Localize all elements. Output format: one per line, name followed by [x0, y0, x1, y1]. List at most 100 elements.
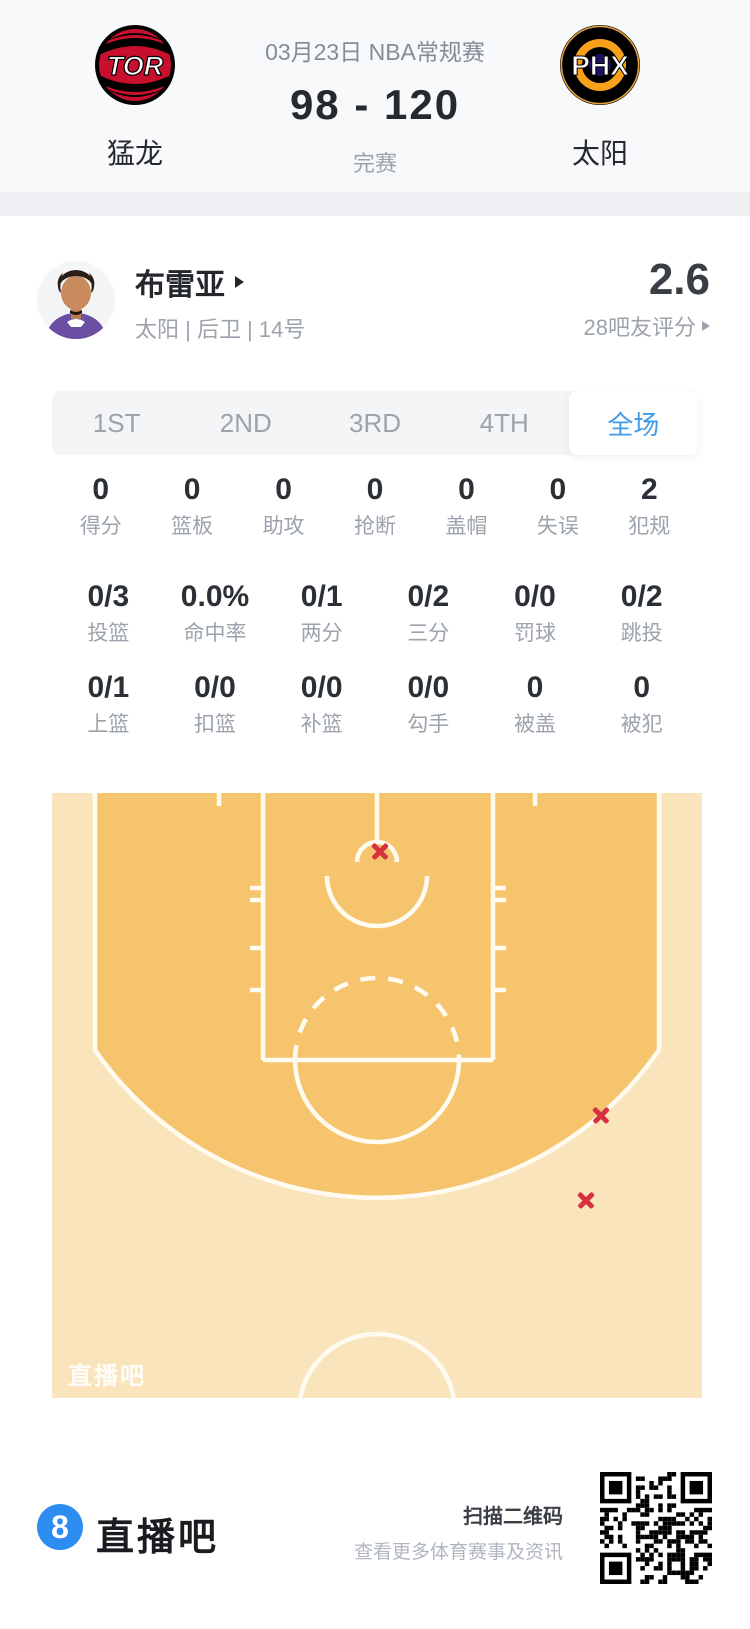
missed-shot-marker — [592, 1106, 610, 1124]
stat-label: 抢断 — [353, 515, 396, 538]
stat-cell: 2 犯规 — [604, 472, 695, 540]
stat-label: 得分 — [79, 515, 122, 538]
stat-cell: 0 盖帽 — [421, 472, 512, 540]
quarter-tab[interactable]: 2ND — [219, 407, 272, 438]
stat-cell: 0/0 扣篮 — [162, 670, 269, 738]
quarter-tab[interactable]: 4TH — [479, 407, 529, 438]
stat-cell: 0 被犯 — [588, 670, 695, 738]
quarter-tab[interactable]: 3RD — [348, 407, 401, 438]
stat-cell: 0 助攻 — [238, 472, 329, 540]
stat-cell: 0.0% 命中率 — [162, 579, 269, 647]
team-away-name: 太阳 — [571, 138, 628, 169]
team-home-name: 猛龙 — [106, 138, 163, 169]
stat-label: 被犯 — [620, 713, 663, 736]
stat-label: 犯规 — [628, 515, 671, 538]
game-score: 98 - 120 — [289, 81, 461, 128]
stat-value: 0 — [92, 473, 110, 506]
svg-text:PHX: PHX — [571, 50, 629, 81]
chevron-right-icon — [702, 321, 710, 331]
quarter-tab[interactable]: 全场 — [568, 391, 698, 455]
stat-label: 被盖 — [513, 713, 556, 736]
stat-label: 命中率 — [183, 622, 247, 645]
game-date: 03月23日 NBA常规赛 — [265, 39, 485, 65]
stat-value: 0/2 — [620, 580, 663, 613]
stat-label: 罚球 — [513, 622, 556, 645]
stat-value: 2 — [640, 473, 658, 506]
stat-cell: 0 失误 — [512, 472, 603, 540]
stat-cell: 0/0 罚球 — [482, 579, 589, 647]
player-name: 布雷亚 — [135, 269, 225, 302]
stat-cell: 0/1 上篮 — [55, 670, 162, 738]
stat-label: 勾手 — [407, 713, 450, 736]
missed-shot-marker — [577, 1191, 595, 1209]
stat-cell: 0 篮板 — [146, 472, 237, 540]
stat-cell: 0/3 投篮 — [55, 579, 162, 647]
footer-brand: 直播吧 — [96, 1517, 220, 1559]
stat-label: 失误 — [536, 515, 579, 538]
stat-cell: 0/1 两分 — [268, 579, 375, 647]
stat-label: 跳投 — [620, 622, 663, 645]
qr-code — [600, 1472, 712, 1584]
stat-cell: 0 抢断 — [329, 472, 420, 540]
missed-shot-marker — [371, 842, 389, 860]
stat-value: 0 — [275, 473, 292, 506]
suns-logo-icon: PHX — [560, 25, 640, 105]
game-status: 完赛 — [352, 151, 397, 176]
rating-block[interactable]: 2.6 28吧友评分 — [584, 256, 710, 342]
game-summary: 03月23日 NBA常规赛 98 - 120 完赛 — [215, 0, 535, 178]
stat-cell: 0/2 三分 — [375, 579, 482, 647]
stat-value: 0/1 — [87, 671, 130, 704]
stat-label: 盖帽 — [445, 515, 488, 538]
stat-row-main: 0 得分 0 篮板 0 助攻 0 抢断 0 盖帽 — [55, 472, 695, 540]
raptors-logo-icon: TOR — [95, 25, 175, 105]
stat-cell: 0/2 跳投 — [588, 579, 695, 647]
stat-cell: 0 被盖 — [482, 670, 589, 738]
stat-value: 0 — [526, 671, 544, 704]
stat-value: 0/0 — [407, 671, 450, 704]
qr-caption: 扫描二维码 查看更多体育赛事及资讯 — [354, 1500, 563, 1564]
stat-value: 0/0 — [300, 671, 343, 704]
player-avatar[interactable] — [37, 261, 115, 339]
basketball-court — [52, 793, 702, 1398]
rating-value: 2.6 — [648, 255, 710, 304]
rating-label: 28吧友评分 — [583, 315, 696, 340]
team-away[interactable]: PHX 太阳 — [520, 25, 680, 172]
stat-cell: 0/0 勾手 — [375, 670, 482, 738]
stat-label: 投篮 — [87, 622, 130, 645]
stat-label: 上篮 — [87, 713, 130, 736]
stat-label: 补篮 — [300, 713, 343, 736]
stat-value: 0/0 — [194, 671, 236, 704]
stat-label: 扣篮 — [193, 713, 236, 736]
section-divider — [0, 192, 750, 216]
stat-value: 0 — [633, 671, 650, 704]
team-home[interactable]: TOR 猛龙 — [55, 25, 215, 172]
stat-label: 篮板 — [171, 515, 214, 538]
stat-value: 0 — [458, 473, 475, 506]
stat-label: 两分 — [300, 622, 343, 645]
stat-value: 0/2 — [407, 580, 450, 613]
stat-row-shooting: 0/3 投篮 0.0% 命中率 0/1 两分 0/2 三分 0/0 罚球 — [55, 579, 695, 647]
stat-row-shot-types: 0/1 上篮 0/0 扣篮 0/0 补篮 0/0 勾手 0 被盖 — [55, 670, 695, 738]
court-watermark: 直播吧 — [68, 1363, 146, 1390]
stat-value: 0/3 — [87, 580, 130, 613]
zhibo8-logo-icon: 8 — [37, 1504, 83, 1550]
qr-subtitle: 查看更多体育赛事及资讯 — [353, 1542, 563, 1563]
stat-value: 0 — [366, 473, 384, 506]
stat-value: 0 — [549, 473, 567, 506]
stat-label: 三分 — [407, 622, 450, 645]
svg-text:TOR: TOR — [107, 51, 164, 81]
stat-label: 助攻 — [262, 515, 305, 538]
stat-value: 0/1 — [300, 580, 343, 613]
stat-value: 0 — [183, 473, 201, 506]
chevron-right-icon — [235, 276, 244, 288]
stat-value: 0/0 — [514, 580, 556, 613]
scoreboard: TOR 猛龙 03月23日 NBA常规赛 98 - 120 完赛 PHX 太阳 — [0, 0, 750, 192]
stat-cell: 0 得分 — [55, 472, 146, 540]
player-name-row[interactable]: 布雷亚 — [135, 264, 244, 302]
player-info: 太阳 | 后卫 | 14号 — [135, 317, 306, 342]
player-photo — [37, 261, 115, 339]
stat-value: 0.0% — [180, 580, 250, 613]
quarter-tab[interactable]: 1ST — [92, 407, 141, 438]
quarter-tab-bar: 1ST 2ND 3RD 4TH 全场 — [52, 391, 698, 455]
